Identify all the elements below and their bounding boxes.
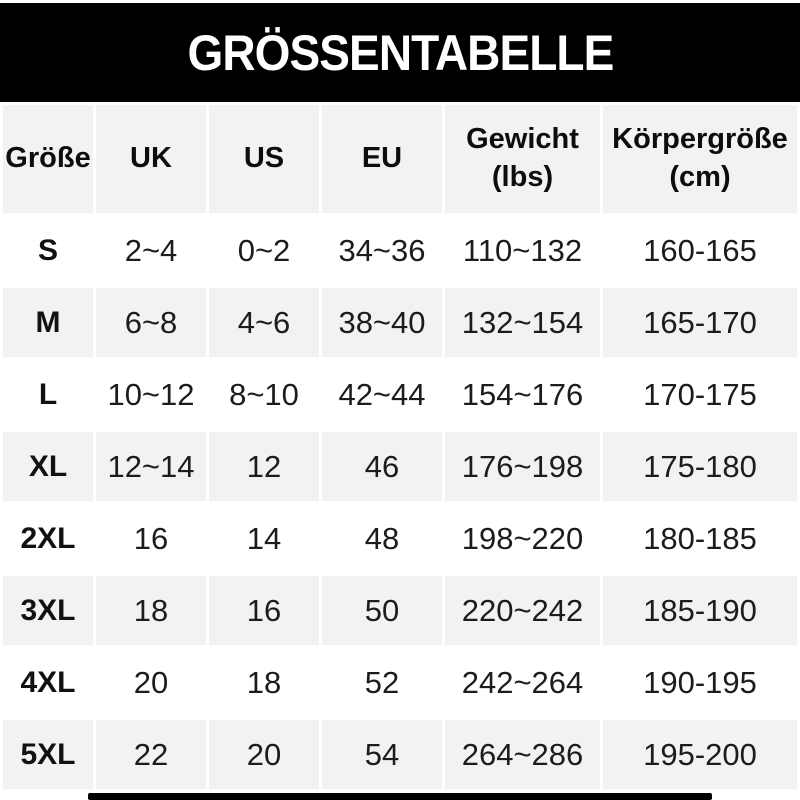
bottom-black-bar (88, 793, 712, 800)
page-title: GRÖSSENTABELLE (187, 24, 614, 81)
table-cell: 38~40 (322, 288, 442, 357)
table-cell: 132~154 (445, 288, 600, 357)
size-chart-table: Größe UK US EU Gewicht (lbs) Körpergröße (0, 102, 800, 792)
table-cell: 20 (96, 648, 206, 717)
table-cell: 12~14 (96, 432, 206, 501)
table-cell: 198~220 (445, 504, 600, 573)
table-cell: 175-180 (603, 432, 797, 501)
table-header-row: Größe UK US EU Gewicht (lbs) Körpergröße (3, 105, 797, 213)
table-cell: 220~242 (445, 576, 600, 645)
table-cell: 4~6 (209, 288, 319, 357)
table-row-5xl: 5XL 22 20 54 264~286 195-200 (3, 720, 797, 789)
table-cell: 195-200 (603, 720, 797, 789)
table-cell: 160-165 (603, 216, 797, 285)
table-cell: 18 (209, 648, 319, 717)
size-cell: L (3, 360, 93, 429)
table-row-4xl: 4XL 20 18 52 242~264 190-195 (3, 648, 797, 717)
column-header-koerpergroesse: Körpergröße (cm) (603, 105, 797, 213)
table-cell: 180-185 (603, 504, 797, 573)
table-cell: 52 (322, 648, 442, 717)
table-cell: 42~44 (322, 360, 442, 429)
table-cell: 154~176 (445, 360, 600, 429)
column-header-groesse: Größe (3, 105, 93, 213)
size-cell: 3XL (3, 576, 93, 645)
table-cell: 242~264 (445, 648, 600, 717)
table-cell: 20 (209, 720, 319, 789)
size-cell: 2XL (3, 504, 93, 573)
column-header-uk: UK (96, 105, 206, 213)
size-cell: M (3, 288, 93, 357)
size-cell: XL (3, 432, 93, 501)
size-cell: S (3, 216, 93, 285)
size-cell: 5XL (3, 720, 93, 789)
table-cell: 54 (322, 720, 442, 789)
table-row-m: M 6~8 4~6 38~40 132~154 165-170 (3, 288, 797, 357)
table-cell: 14 (209, 504, 319, 573)
table-row-s: S 2~4 0~2 34~36 110~132 160-165 (3, 216, 797, 285)
table-cell: 8~10 (209, 360, 319, 429)
table-cell: 16 (209, 576, 319, 645)
table-cell: 18 (96, 576, 206, 645)
table-cell: 176~198 (445, 432, 600, 501)
table-cell: 2~4 (96, 216, 206, 285)
table-cell: 264~286 (445, 720, 600, 789)
table-cell: 170-175 (603, 360, 797, 429)
table-cell: 6~8 (96, 288, 206, 357)
table-cell: 110~132 (445, 216, 600, 285)
table-cell: 10~12 (96, 360, 206, 429)
table-cell: 16 (96, 504, 206, 573)
table-row-l: L 10~12 8~10 42~44 154~176 170-175 (3, 360, 797, 429)
table-row-2xl: 2XL 16 14 48 198~220 180-185 (3, 504, 797, 573)
table-cell: 190-195 (603, 648, 797, 717)
table-row-3xl: 3XL 18 16 50 220~242 185-190 (3, 576, 797, 645)
table-cell: 165-170 (603, 288, 797, 357)
table-row-xl: XL 12~14 12 46 176~198 175-180 (3, 432, 797, 501)
column-header-gewicht: Gewicht (lbs) (445, 105, 600, 213)
size-cell: 4XL (3, 648, 93, 717)
table-cell: 46 (322, 432, 442, 501)
title-banner: GRÖSSENTABELLE (0, 3, 800, 102)
column-header-eu: EU (322, 105, 442, 213)
table-cell: 34~36 (322, 216, 442, 285)
table-cell: 22 (96, 720, 206, 789)
table-cell: 12 (209, 432, 319, 501)
table-cell: 48 (322, 504, 442, 573)
table-cell: 50 (322, 576, 442, 645)
column-header-us: US (209, 105, 319, 213)
table-cell: 185-190 (603, 576, 797, 645)
table-cell: 0~2 (209, 216, 319, 285)
